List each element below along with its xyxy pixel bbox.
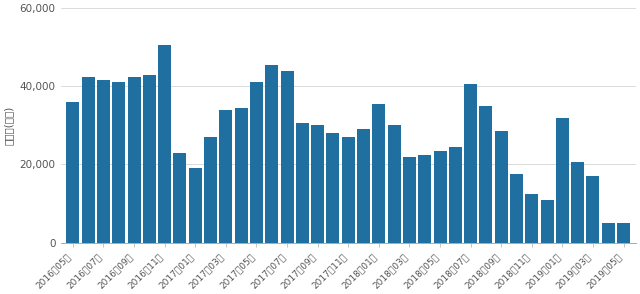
Bar — [541, 200, 554, 243]
Bar — [433, 151, 447, 243]
Bar — [510, 174, 523, 243]
Bar — [127, 76, 141, 243]
Bar — [525, 194, 538, 243]
Bar — [449, 147, 462, 243]
Bar — [388, 125, 401, 243]
Bar — [280, 71, 294, 243]
Bar — [571, 163, 584, 243]
Bar — [189, 168, 202, 243]
Bar — [403, 157, 416, 243]
Bar — [586, 176, 600, 243]
Bar — [418, 155, 431, 243]
Bar — [173, 153, 186, 243]
Bar — [602, 223, 615, 243]
Bar — [97, 81, 110, 243]
Bar — [250, 82, 263, 243]
Bar — [342, 137, 355, 243]
Y-axis label: 거래량(건수): 거래량(건수) — [4, 106, 14, 145]
Bar — [479, 106, 492, 243]
Bar — [82, 76, 95, 243]
Bar — [372, 104, 385, 243]
Bar — [311, 125, 324, 243]
Bar — [235, 108, 248, 243]
Bar — [357, 129, 370, 243]
Bar — [464, 84, 477, 243]
Bar — [556, 118, 569, 243]
Bar — [265, 65, 278, 243]
Bar — [112, 82, 125, 243]
Bar — [143, 75, 156, 243]
Bar — [296, 123, 309, 243]
Bar — [495, 131, 508, 243]
Bar — [617, 223, 630, 243]
Bar — [158, 45, 171, 243]
Bar — [220, 110, 232, 243]
Bar — [204, 137, 217, 243]
Bar — [326, 133, 339, 243]
Bar — [67, 102, 79, 243]
